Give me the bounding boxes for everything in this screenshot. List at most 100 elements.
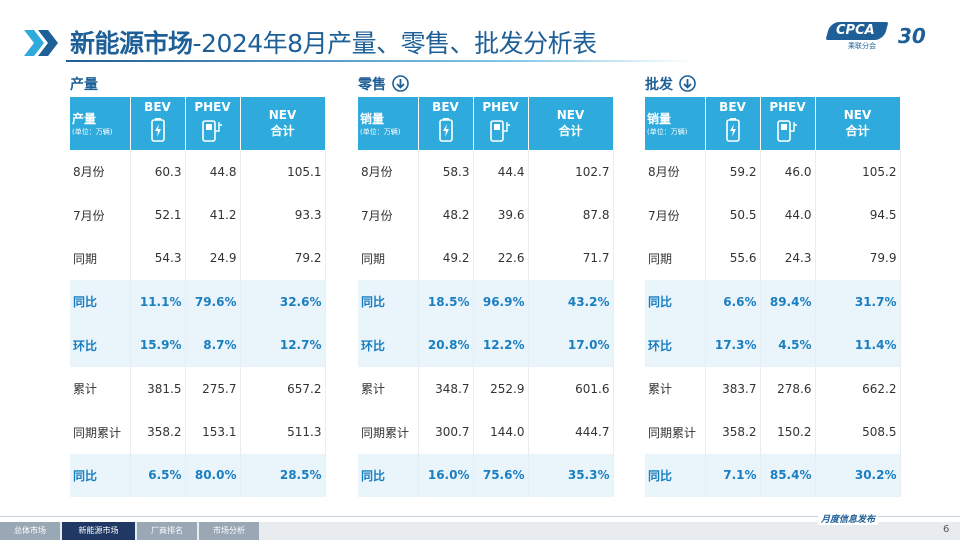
section-label: 零售 [358, 77, 386, 93]
header-cell: BEV [418, 97, 474, 150]
cell: 85.4% [760, 453, 816, 498]
row-label: 同期累计 [358, 410, 419, 454]
table-row: 8月份 60.3 44.8 105.1 [70, 150, 326, 194]
table-row: 累计 348.7 252.9 601.6 [358, 366, 614, 411]
cell: 79.9 [815, 236, 901, 281]
logo: CPCA [836, 23, 875, 38]
cell: 278.6 [760, 366, 816, 411]
row-label: 同比 [358, 453, 419, 498]
cell: 153.1 [185, 410, 241, 454]
table-row: 8月份 58.3 44.4 102.7 [358, 150, 614, 194]
row-label: 同比 [645, 453, 706, 498]
cell: 94.5 [815, 193, 901, 237]
row-label: 8月份 [358, 150, 419, 194]
nav-tab[interactable]: 总体市场 [0, 522, 60, 540]
cell: 17.3% [705, 323, 761, 367]
header-cell: BEV [705, 97, 761, 150]
cell: 144.0 [473, 410, 529, 454]
nav-tab[interactable]: 市场分析 [199, 522, 259, 540]
cell: 601.6 [528, 366, 614, 411]
cell: 105.2 [815, 150, 901, 194]
row-label: 7月份 [645, 193, 706, 237]
cell: 105.1 [240, 150, 326, 194]
header-cell: NEV 合计 [240, 97, 326, 150]
data-table: 销量 (单位：万辆) BEV PHEV NEV 合计 8月份 58.3 44.4 102.7 7月份… [358, 97, 614, 498]
cell: 44.0 [760, 193, 816, 237]
cell: 508.5 [815, 410, 901, 454]
down-icon [679, 75, 696, 96]
table-row: 累计 383.7 278.6 662.2 [645, 366, 901, 411]
table-row: 同比 16.0% 75.6% 35.3% [358, 453, 614, 498]
header-row: 销量 (单位：万辆) BEV PHEV NEV 合计 [358, 97, 614, 150]
cell: 20.8% [418, 323, 474, 367]
row-label: 8月份 [70, 150, 131, 194]
cell: 46.0 [760, 150, 816, 194]
cell: 15.9% [130, 323, 186, 367]
data-table: 产量 (单位：万辆) BEV PHEV NEV 合计 8月份 60.3 44.8 105.1 7月份… [70, 97, 326, 498]
table-row: 同期 49.2 22.6 71.7 [358, 236, 614, 281]
header-label: 合计 [845, 124, 870, 138]
row-label: 同比 [70, 280, 131, 324]
cell: 93.3 [240, 193, 326, 237]
cell: 55.6 [705, 236, 761, 281]
cell: 12.7% [240, 323, 326, 367]
cell: 44.4 [473, 150, 529, 194]
table-row: 同期累计 300.7 144.0 444.7 [358, 410, 614, 454]
cell: 6.5% [130, 453, 186, 498]
cell: 35.3% [528, 453, 614, 498]
header-label: NEV [268, 108, 297, 122]
cell: 75.6% [473, 453, 529, 498]
row-label: 同期 [70, 236, 131, 281]
cell: 28.5% [240, 453, 326, 498]
cell: 59.2 [705, 150, 761, 194]
cell: 41.2 [185, 193, 241, 237]
header-icon [131, 117, 185, 146]
row-label: 同期 [358, 236, 419, 281]
cell: 79.2 [240, 236, 326, 281]
header-cell: NEV 合计 [815, 97, 901, 150]
row-label: 环比 [645, 323, 706, 367]
cell: 39.6 [473, 193, 529, 237]
header-label: NEV [556, 108, 585, 122]
header-label: NEV [843, 108, 872, 122]
row-label: 累计 [70, 366, 131, 411]
cell: 4.5% [760, 323, 816, 367]
table-row: 7月份 48.2 39.6 87.8 [358, 193, 614, 237]
header-cell: 销量 (单位：万辆) [358, 97, 419, 150]
table-row: 同期 54.3 24.9 79.2 [70, 236, 326, 281]
header-label: PHEV [194, 100, 231, 114]
cell: 150.2 [760, 410, 816, 454]
nav-tab[interactable]: 厂商排名 [137, 522, 197, 540]
cell: 31.7% [815, 280, 901, 324]
header-cell: BEV [130, 97, 186, 150]
cell: 444.7 [528, 410, 614, 454]
cell: 60.3 [130, 150, 186, 194]
row-label: 累计 [645, 366, 706, 411]
cell: 11.1% [130, 280, 186, 324]
header-cell: PHEV [760, 97, 816, 150]
cell: 383.7 [705, 366, 761, 411]
cell: 30.2% [815, 453, 901, 498]
header-icon [474, 117, 528, 146]
row-label: 同比 [358, 280, 419, 324]
cell: 32.6% [240, 280, 326, 324]
cell: 381.5 [130, 366, 186, 411]
cell: 275.7 [185, 366, 241, 411]
table-row: 环比 17.3% 4.5% 11.4% [645, 323, 901, 367]
cell: 657.2 [240, 366, 326, 411]
anniversary: 30 [898, 24, 926, 48]
table-row: 同期累计 358.2 150.2 508.5 [645, 410, 901, 454]
title-rest: -2024年8月产量、零售、批发分析表 [192, 29, 598, 58]
row-label: 7月份 [70, 193, 131, 237]
nav-tab[interactable]: 新能源市场 [62, 522, 135, 540]
table-row: 累计 381.5 275.7 657.2 [70, 366, 326, 411]
cell: 44.8 [185, 150, 241, 194]
cell: 48.2 [418, 193, 474, 237]
row-label: 环比 [358, 323, 419, 367]
header-cell: 销量 (单位：万辆) [645, 97, 706, 150]
row-label: 同期累计 [70, 410, 131, 454]
cell: 6.6% [705, 280, 761, 324]
section-label: 批发 [645, 77, 673, 93]
row-label: 同比 [70, 453, 131, 498]
